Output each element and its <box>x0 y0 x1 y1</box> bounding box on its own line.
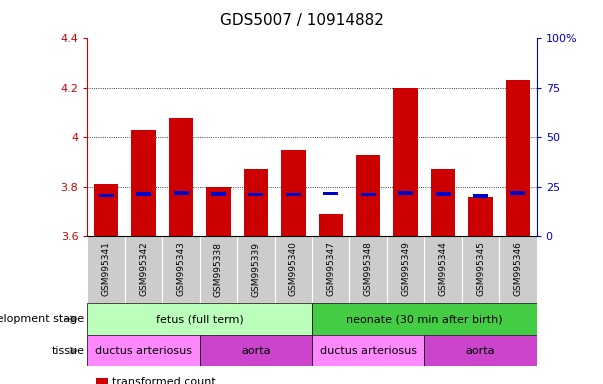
Bar <box>94 184 118 236</box>
Bar <box>200 236 237 303</box>
Text: GSM995339: GSM995339 <box>251 242 260 296</box>
Bar <box>136 192 151 196</box>
Text: GSM995346: GSM995346 <box>513 242 522 296</box>
Bar <box>237 236 274 303</box>
Bar <box>506 80 530 236</box>
Bar <box>96 378 108 384</box>
Bar <box>99 194 113 197</box>
Bar <box>274 236 312 303</box>
Bar <box>312 335 425 366</box>
Bar <box>312 236 350 303</box>
Bar <box>248 193 264 197</box>
Bar <box>435 192 450 196</box>
Text: GSM995348: GSM995348 <box>364 242 373 296</box>
Text: GSM995345: GSM995345 <box>476 242 485 296</box>
Text: GSM995340: GSM995340 <box>289 242 298 296</box>
Text: GSM995344: GSM995344 <box>438 242 447 296</box>
Bar <box>323 192 338 195</box>
Text: transformed count: transformed count <box>112 377 216 384</box>
Text: GSM995342: GSM995342 <box>139 242 148 296</box>
Bar <box>394 88 418 236</box>
Text: aorta: aorta <box>466 346 495 356</box>
Bar <box>200 335 312 366</box>
Bar <box>174 191 189 195</box>
Text: GSM995341: GSM995341 <box>102 242 111 296</box>
Bar <box>398 191 413 195</box>
Bar <box>350 236 387 303</box>
Bar <box>312 303 537 335</box>
Bar <box>469 197 493 236</box>
Bar <box>425 236 462 303</box>
Bar <box>318 214 343 236</box>
Bar <box>281 150 306 236</box>
Text: ductus arteriosus: ductus arteriosus <box>320 346 417 356</box>
Text: ductus arteriosus: ductus arteriosus <box>95 346 192 356</box>
Text: GSM995338: GSM995338 <box>214 242 223 296</box>
Bar <box>87 303 312 335</box>
Bar <box>361 193 376 197</box>
Bar <box>511 191 525 195</box>
Bar <box>211 192 226 196</box>
Bar <box>169 118 193 236</box>
Bar <box>462 236 499 303</box>
Bar <box>425 335 537 366</box>
Text: fetus (full term): fetus (full term) <box>156 314 244 324</box>
Bar <box>87 335 200 366</box>
Text: tissue: tissue <box>51 346 84 356</box>
Text: neonate (30 min after birth): neonate (30 min after birth) <box>346 314 503 324</box>
Bar <box>473 194 488 198</box>
Bar <box>244 169 268 236</box>
Text: GSM995349: GSM995349 <box>401 242 410 296</box>
Text: development stage: development stage <box>0 314 84 324</box>
Bar <box>356 155 380 236</box>
Bar <box>162 236 200 303</box>
Text: GDS5007 / 10914882: GDS5007 / 10914882 <box>219 13 384 28</box>
Text: GSM995343: GSM995343 <box>177 242 186 296</box>
Bar <box>131 130 156 236</box>
Text: GSM995347: GSM995347 <box>326 242 335 296</box>
Text: aorta: aorta <box>241 346 271 356</box>
Bar <box>431 169 455 236</box>
Bar <box>125 236 162 303</box>
Bar <box>499 236 537 303</box>
Bar <box>87 236 125 303</box>
Bar <box>387 236 425 303</box>
Bar <box>286 193 301 197</box>
Bar <box>206 187 230 236</box>
